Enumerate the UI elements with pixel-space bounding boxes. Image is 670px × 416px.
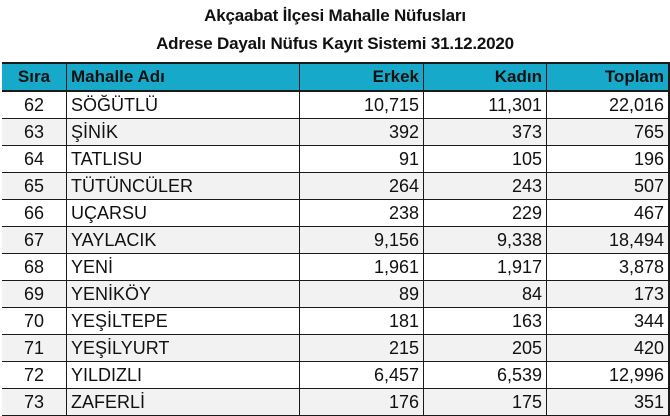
cell-toplam: 173	[546, 280, 670, 308]
cell-mahalle-adi: YENİ	[66, 253, 300, 281]
cell-mahalle-adi: UÇARSU	[66, 199, 300, 227]
cell-sira: 66	[2, 199, 67, 227]
table-row: 64 TATLISU 91 105 196	[2, 145, 670, 173]
cell-kadin: 9,338	[423, 226, 547, 254]
cell-mahalle-adi: YAYLACIK	[66, 226, 300, 254]
cell-toplam: 18,494	[546, 226, 670, 254]
cell-toplam: 420	[546, 334, 670, 362]
table-row: 73 ZAFERLİ 176 175 351	[2, 388, 670, 416]
cell-sira: 63	[2, 118, 67, 146]
cell-sira: 71	[2, 334, 67, 362]
cell-kadin: 84	[423, 280, 547, 308]
cell-toplam: 344	[546, 307, 670, 335]
cell-erkek: 238	[299, 199, 424, 227]
cell-erkek: 6,457	[299, 361, 424, 389]
table-row: 63 ŞİNİK 392 373 765	[2, 118, 670, 146]
table-row: 71 YEŞİLYURT 215 205 420	[2, 334, 670, 362]
cell-mahalle-adi: ZAFERLİ	[66, 388, 300, 416]
column-header-mahalle-adi: Mahalle Adı	[66, 62, 300, 92]
cell-mahalle-adi: YENİKÖY	[66, 280, 300, 308]
column-header-kadin: Kadın	[423, 62, 547, 92]
table-row: 69 YENİKÖY 89 84 173	[2, 280, 670, 308]
table-row: 72 YILDIZLI 6,457 6,539 12,996	[2, 361, 670, 389]
cell-toplam: 196	[546, 145, 670, 173]
cell-toplam: 467	[546, 199, 670, 227]
cell-erkek: 392	[299, 118, 424, 146]
cell-erkek: 10,715	[299, 90, 424, 119]
cell-kadin: 163	[423, 307, 547, 335]
cell-erkek: 215	[299, 334, 424, 362]
cell-sira: 73	[2, 388, 67, 416]
cell-sira: 62	[2, 90, 67, 119]
column-header-sira: Sıra	[2, 62, 67, 92]
column-header-erkek: Erkek	[299, 62, 424, 92]
cell-toplam: 765	[546, 118, 670, 146]
cell-kadin: 243	[423, 172, 547, 200]
cell-kadin: 1,917	[423, 253, 547, 281]
cell-erkek: 181	[299, 307, 424, 335]
cell-toplam: 351	[546, 388, 670, 416]
cell-sira: 64	[2, 145, 67, 173]
table-header-row: Sıra Mahalle Adı Erkek Kadın Toplam	[2, 62, 670, 92]
column-header-toplam: Toplam	[546, 62, 670, 92]
cell-toplam: 12,996	[546, 361, 670, 389]
cell-toplam: 22,016	[546, 90, 670, 119]
cell-sira: 69	[2, 280, 67, 308]
population-table: Sıra Mahalle Adı Erkek Kadın Toplam 62 S…	[2, 62, 670, 416]
cell-erkek: 1,961	[299, 253, 424, 281]
cell-mahalle-adi: YILDIZLI	[66, 361, 300, 389]
cell-erkek: 264	[299, 172, 424, 200]
cell-mahalle-adi: TATLISU	[66, 145, 300, 173]
cell-toplam: 507	[546, 172, 670, 200]
page-title: Akçaabat İlçesi Mahalle Nüfusları	[204, 6, 466, 25]
page-subtitle: Adrese Dayalı Nüfus Kayıt Sistemi 31.12.…	[156, 34, 514, 53]
table-row: 66 UÇARSU 238 229 467	[2, 199, 670, 227]
table-row: 70 YEŞİLTEPE 181 163 344	[2, 307, 670, 335]
cell-kadin: 175	[423, 388, 547, 416]
table-row: 65 TÜTÜNCÜLER 264 243 507	[2, 172, 670, 200]
cell-sira: 70	[2, 307, 67, 335]
cell-kadin: 11,301	[423, 90, 547, 119]
cell-sira: 67	[2, 226, 67, 254]
cell-sira: 68	[2, 253, 67, 281]
cell-kadin: 229	[423, 199, 547, 227]
cell-mahalle-adi: TÜTÜNCÜLER	[66, 172, 300, 200]
cell-erkek: 89	[299, 280, 424, 308]
cell-erkek: 176	[299, 388, 424, 416]
cell-sira: 72	[2, 361, 67, 389]
cell-sira: 65	[2, 172, 67, 200]
cell-kadin: 6,539	[423, 361, 547, 389]
table-row: 68 YENİ 1,961 1,917 3,878	[2, 253, 670, 281]
cell-toplam: 3,878	[546, 253, 670, 281]
cell-mahalle-adi: ŞİNİK	[66, 118, 300, 146]
cell-mahalle-adi: YEŞİLYURT	[66, 334, 300, 362]
cell-kadin: 373	[423, 118, 547, 146]
cell-mahalle-adi: SÖĞÜTLÜ	[66, 90, 300, 119]
table-row: 67 YAYLACIK 9,156 9,338 18,494	[2, 226, 670, 254]
cell-mahalle-adi: YEŞİLTEPE	[66, 307, 300, 335]
cell-erkek: 91	[299, 145, 424, 173]
table-row: 62 SÖĞÜTLÜ 10,715 11,301 22,016	[2, 90, 670, 119]
cell-kadin: 105	[423, 145, 547, 173]
cell-kadin: 205	[423, 334, 547, 362]
cell-erkek: 9,156	[299, 226, 424, 254]
